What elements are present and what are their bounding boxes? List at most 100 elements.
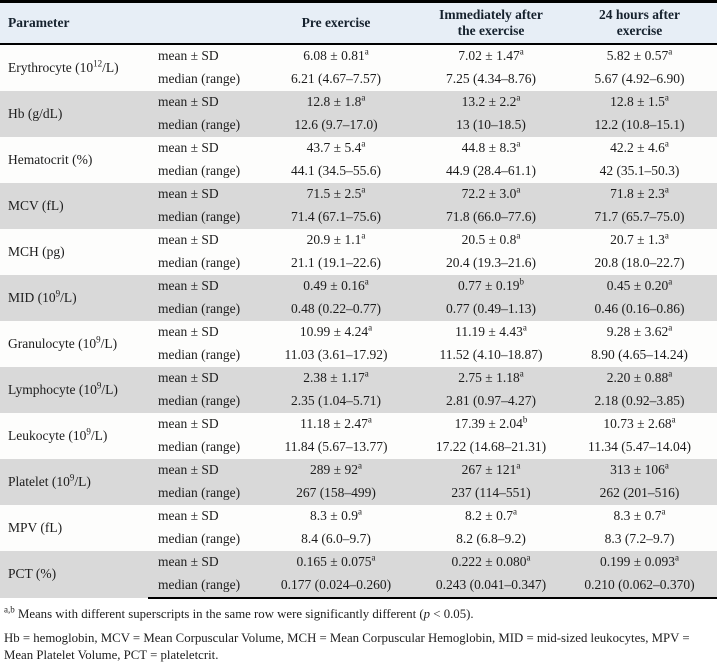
parameter-label: Leukocyte (109/L) xyxy=(0,413,148,459)
value-24h-mean: 8.3 ± 0.7a xyxy=(562,505,717,528)
value-24h-median: 11.34 (5.47–14.04) xyxy=(562,436,717,459)
value-immediately-median: 71.8 (66.0–77.6) xyxy=(420,206,562,229)
value-24h-mean: 20.7 ± 1.3a xyxy=(562,229,717,252)
value-24h-mean: 313 ± 106a xyxy=(562,459,717,482)
value-immediately-median: 7.25 (4.34–8.76) xyxy=(420,68,562,91)
parameter-label: Lymphocyte (109/L) xyxy=(0,367,148,413)
table-row-median: median (range) 21.1 (19.1–22.6) 20.4 (19… xyxy=(0,252,717,275)
value-pre-median: 2.35 (1.04–5.71) xyxy=(252,390,420,413)
value-immediately-mean: 44.8 ± 8.3a xyxy=(420,137,562,160)
table-row-median: median (range) 0.177 (0.024–0.260) 0.243… xyxy=(0,574,717,599)
value-immediately-median: 44.9 (28.4–61.1) xyxy=(420,160,562,183)
table-row-median: median (range) 44.1 (34.5–55.6) 44.9 (28… xyxy=(0,160,717,183)
hematology-table: Parameter Pre exercise Immediately after… xyxy=(0,0,717,599)
value-immediately-median: 0.243 (0.041–0.347) xyxy=(420,574,562,599)
value-24h-mean: 12.8 ± 1.5a xyxy=(562,91,717,114)
footnote-significance: a,b Means with different superscripts in… xyxy=(4,604,474,621)
parameter-label: PCT (%) xyxy=(0,551,148,598)
value-24h-mean: 42.2 ± 4.6a xyxy=(562,137,717,160)
table-row-mean: Leukocyte (109/L) mean ± SD 11.18 ± 2.47… xyxy=(0,413,717,459)
table-row-mean: Granulocyte (109/L) mean ± SD 10.99 ± 4.… xyxy=(0,321,717,367)
value-pre-mean: 43.7 ± 5.4a xyxy=(252,137,420,160)
value-24h-median: 42 (35.1–50.3) xyxy=(562,160,717,183)
stat-label-mean: mean ± SD xyxy=(148,367,252,390)
value-pre-median: 6.21 (4.67–7.57) xyxy=(252,68,420,91)
table-row-median: median (range) 6.21 (4.67–7.57) 7.25 (4.… xyxy=(0,68,717,91)
table-row-median: median (range) 11.03 (3.61–17.92) 11.52 … xyxy=(0,344,717,367)
parameter-label: MCV (fL) xyxy=(0,183,148,229)
table-row-median: median (range) 0.48 (0.22–0.77) 0.77 (0.… xyxy=(0,298,717,321)
table-row-mean: MCV (fL) mean ± SD 71.5 ± 2.5a 72.2 ± 3.… xyxy=(0,183,717,229)
value-24h-median: 2.18 (0.92–3.85) xyxy=(562,390,717,413)
stat-label-median: median (range) xyxy=(148,252,252,275)
table-row-mean: Erythrocyte (1012/L) mean ± SD 6.08 ± 0.… xyxy=(0,44,717,91)
stat-label-median: median (range) xyxy=(148,574,252,599)
value-immediately-median: 11.52 (4.10–18.87) xyxy=(420,344,562,367)
table-row-mean: Hematocrit (%) mean ± SD 43.7 ± 5.4a 44.… xyxy=(0,137,717,183)
value-immediately-mean: 7.02 ± 1.47a xyxy=(420,44,562,68)
value-immediately-median: 17.22 (14.68–21.31) xyxy=(420,436,562,459)
table-row-mean: Lymphocyte (109/L) mean ± SD 2.38 ± 1.17… xyxy=(0,367,717,413)
value-immediately-mean: 0.222 ± 0.080a xyxy=(420,551,562,574)
value-immediately-mean: 0.77 ± 0.19b xyxy=(420,275,562,298)
stat-label-mean: mean ± SD xyxy=(148,551,252,574)
table-row-median: median (range) 2.35 (1.04–5.71) 2.81 (0.… xyxy=(0,390,717,413)
value-24h-median: 262 (201–516) xyxy=(562,482,717,505)
value-pre-median: 71.4 (67.1–75.6) xyxy=(252,206,420,229)
parameter-label: Hematocrit (%) xyxy=(0,137,148,183)
value-24h-mean: 5.82 ± 0.57a xyxy=(562,44,717,68)
value-immediately-mean: 2.75 ± 1.18a xyxy=(420,367,562,390)
stat-label-mean: mean ± SD xyxy=(148,321,252,344)
stat-label-mean: mean ± SD xyxy=(148,229,252,252)
parameter-label: Hb (g/dL) xyxy=(0,91,148,137)
value-pre-median: 11.03 (3.61–17.92) xyxy=(252,344,420,367)
value-pre-mean: 6.08 ± 0.81a xyxy=(252,44,420,68)
table-row-mean: MCH (pg) mean ± SD 20.9 ± 1.1a 20.5 ± 0.… xyxy=(0,229,717,275)
stat-label-median: median (range) xyxy=(148,390,252,413)
value-pre-median: 8.4 (6.0–9.7) xyxy=(252,528,420,551)
header-row: Parameter Pre exercise Immediately after… xyxy=(0,1,717,45)
table-row-median: median (range) 11.84 (5.67–13.77) 17.22 … xyxy=(0,436,717,459)
value-immediately-median: 2.81 (0.97–4.27) xyxy=(420,390,562,413)
header-stat-spacer xyxy=(148,1,252,45)
stat-label-mean: mean ± SD xyxy=(148,505,252,528)
value-pre-mean: 0.49 ± 0.16a xyxy=(252,275,420,298)
header-immediately-after: Immediately after the exercise xyxy=(420,1,562,45)
stat-label-mean: mean ± SD xyxy=(148,459,252,482)
value-pre-mean: 11.18 ± 2.47a xyxy=(252,413,420,436)
stat-label-mean: mean ± SD xyxy=(148,44,252,68)
value-immediately-mean: 13.2 ± 2.2a xyxy=(420,91,562,114)
stat-label-median: median (range) xyxy=(148,344,252,367)
header-parameter: Parameter xyxy=(0,1,148,45)
table-row-mean: MID (109/L) mean ± SD 0.49 ± 0.16a 0.77 … xyxy=(0,275,717,321)
value-immediately-mean: 72.2 ± 3.0a xyxy=(420,183,562,206)
stat-label-mean: mean ± SD xyxy=(148,413,252,436)
value-24h-median: 20.8 (18.0–22.7) xyxy=(562,252,717,275)
parameter-label: MCH (pg) xyxy=(0,229,148,275)
header-24-hours-after: 24 hours after exercise xyxy=(562,1,717,45)
value-pre-median: 21.1 (19.1–22.6) xyxy=(252,252,420,275)
value-immediately-mean: 17.39 ± 2.04b xyxy=(420,413,562,436)
stat-label-median: median (range) xyxy=(148,206,252,229)
value-immediately-median: 0.77 (0.49–1.13) xyxy=(420,298,562,321)
value-24h-mean: 0.199 ± 0.093a xyxy=(562,551,717,574)
value-24h-median: 5.67 (4.92–6.90) xyxy=(562,68,717,91)
value-immediately-median: 237 (114–551) xyxy=(420,482,562,505)
value-24h-median: 71.7 (65.7–75.0) xyxy=(562,206,717,229)
table-row-median: median (range) 71.4 (67.1–75.6) 71.8 (66… xyxy=(0,206,717,229)
value-immediately-median: 8.2 (6.8–9.2) xyxy=(420,528,562,551)
value-immediately-mean: 8.2 ± 0.7a xyxy=(420,505,562,528)
value-pre-median: 12.6 (9.7–17.0) xyxy=(252,114,420,137)
value-immediately-mean: 11.19 ± 4.43a xyxy=(420,321,562,344)
value-pre-median: 44.1 (34.5–55.6) xyxy=(252,160,420,183)
stat-label-median: median (range) xyxy=(148,68,252,91)
stat-label-mean: mean ± SD xyxy=(148,183,252,206)
value-immediately-mean: 267 ± 121a xyxy=(420,459,562,482)
table-row-mean: PCT (%) mean ± SD 0.165 ± 0.075a 0.222 ±… xyxy=(0,551,717,598)
stat-label-median: median (range) xyxy=(148,298,252,321)
value-24h-mean: 0.45 ± 0.20a xyxy=(562,275,717,298)
table-footnotes: a,b Means with different superscripts in… xyxy=(0,599,717,664)
value-pre-mean: 10.99 ± 4.24a xyxy=(252,321,420,344)
parameter-label: Granulocyte (109/L) xyxy=(0,321,148,367)
table-row-median: median (range) 8.4 (6.0–9.7) 8.2 (6.8–9.… xyxy=(0,528,717,551)
